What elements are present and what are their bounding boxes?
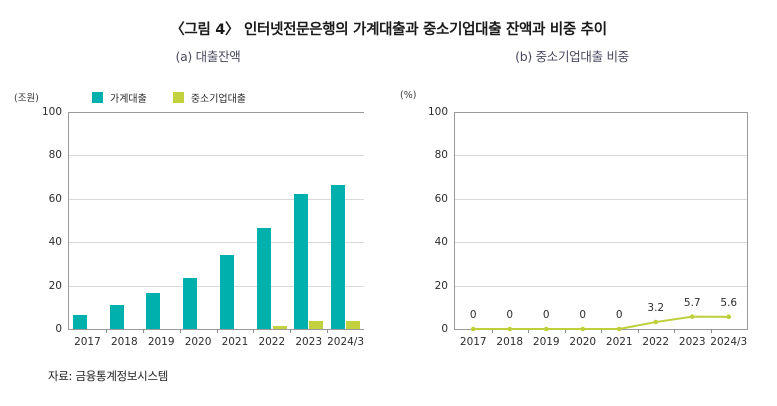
x-axis-tick-mark-1 xyxy=(105,329,107,333)
bar-가계대출-2018 xyxy=(109,305,124,329)
panel-b-unit-label: (%) xyxy=(400,90,417,101)
x-axis-label-2019: 2019 xyxy=(147,336,175,348)
legend-swatch-sme-loan xyxy=(172,92,184,103)
x-axis-label-2024/3: 2024/3 xyxy=(327,336,365,348)
x-axis-label-2021: 2021 xyxy=(221,336,249,348)
panel-b-plot-area: 0 20 40 60 80 100 2017 2018 2019 2020 2021 2022 2023… xyxy=(428,106,748,348)
data-label-2021: 0 xyxy=(615,309,623,321)
data-point-2017 xyxy=(470,326,476,332)
bar-가계대출-2022 xyxy=(257,228,272,329)
gridline-80 xyxy=(69,155,364,157)
x-axis-label-2022: 2022 xyxy=(258,336,286,348)
bar-중소기업대출-2023 xyxy=(309,320,324,329)
bar-가계대출-2017 xyxy=(72,314,87,329)
data-point-2023 xyxy=(689,314,695,319)
gridline-80 xyxy=(455,155,747,157)
data-label-2019: 0 xyxy=(542,309,550,321)
y-axis-tick-60: 60 xyxy=(48,192,62,205)
x-axis-tick-mark-6 xyxy=(674,329,675,333)
panel-a-loan-balance: (a) 대출잔액 (조원) 가계대출 중소기업대출 0 20 40 60 80 100 20… xyxy=(6,46,386,366)
x-axis-label-2023: 2023 xyxy=(678,336,706,348)
gridline-20 xyxy=(455,285,747,287)
y-axis-tick-20: 20 xyxy=(48,279,62,292)
data-label-2020: 0 xyxy=(579,309,587,321)
data-point-2022 xyxy=(653,319,659,325)
x-axis-tick-mark-5 xyxy=(637,329,639,333)
data-point-2018 xyxy=(507,326,513,332)
y-axis-tick-40: 40 xyxy=(434,236,448,249)
x-axis-label-2020: 2020 xyxy=(569,336,597,348)
gridline-100 xyxy=(455,112,747,113)
sme-share-line-series xyxy=(470,314,732,332)
bar-가계대출-2019 xyxy=(146,293,161,329)
y-axis-tick-80: 80 xyxy=(48,149,62,162)
legend-label-household-loan: 가계대출 xyxy=(110,94,147,105)
x-axis-label-2024/3: 2024/3 xyxy=(710,336,748,348)
data-point-2019 xyxy=(543,326,549,332)
data-label-2022: 3.2 xyxy=(647,302,665,315)
data-label-2018: 0 xyxy=(506,309,514,321)
y-axis-tick-20: 20 xyxy=(434,279,448,292)
x-axis-label-2022: 2022 xyxy=(642,336,670,348)
x-axis-label-2017: 2017 xyxy=(459,336,487,348)
y-axis-tick-80: 80 xyxy=(434,149,448,162)
x-axis-tick-mark-2 xyxy=(142,329,144,333)
bar-중소기업대출-2022 xyxy=(272,325,287,329)
x-axis-label-2020: 2020 xyxy=(184,336,212,348)
bar-가계대출-2021 xyxy=(220,255,235,329)
x-axis-tick-mark-4 xyxy=(601,329,602,333)
data-point-2020 xyxy=(580,326,586,332)
x-axis-tick-mark-3 xyxy=(564,329,566,333)
data-label-2024/3: 5.6 xyxy=(720,296,738,309)
bar-가계대출-2020 xyxy=(183,278,198,329)
panel-b-title: (b) 중소기업대출 비중 xyxy=(515,49,629,64)
panel-a-unit-label: (조원) xyxy=(14,93,39,104)
x-axis-label-2018: 2018 xyxy=(496,336,524,348)
source-note: 자료: 금융통계정보시스템 xyxy=(48,369,169,383)
y-axis-tick-0: 0 xyxy=(55,323,62,335)
figure-title: 〈그림 4〉 인터넷전문은행의 가계대출과 중소기업대출 잔액과 비중 추이 xyxy=(170,22,607,38)
x-axis-label-2019: 2019 xyxy=(532,336,560,348)
gridline-40 xyxy=(455,242,747,244)
line-path xyxy=(473,315,729,330)
gridline-60 xyxy=(69,198,364,200)
legend-item-sme-loan: 중소기업대출 xyxy=(172,90,247,105)
bar-가계대출-2024/3 xyxy=(330,184,345,329)
data-point-2024/3 xyxy=(726,314,732,320)
panel-a-legend: 가계대출 중소기업대출 xyxy=(92,90,246,105)
legend-label-sme-loan: 중소기업대출 xyxy=(190,94,247,105)
x-axis-tick-mark-2 xyxy=(528,329,529,333)
y-axis-tick-100: 100 xyxy=(427,106,448,118)
gridline-60 xyxy=(455,198,747,200)
x-axis-tick-mark-5 xyxy=(253,329,255,333)
panel-a-plot-area: 0 20 40 60 80 100 2017 2018 2019 2020 2021 2022 2023… xyxy=(42,106,364,348)
x-axis-label-2023: 2023 xyxy=(295,336,323,348)
y-axis-tick-40: 40 xyxy=(48,236,62,249)
x-axis-tick-mark-1 xyxy=(491,329,493,333)
legend-item-household-loan: 가계대출 xyxy=(92,90,147,105)
x-axis-label-2017: 2017 xyxy=(74,336,101,348)
x-axis-tick-mark-7 xyxy=(327,329,329,333)
gridline-20 xyxy=(69,285,364,287)
x-axis-tick-mark-4 xyxy=(216,329,218,333)
legend-swatch-household-loan xyxy=(92,92,103,103)
gridline-40 xyxy=(69,242,364,244)
gridline-100 xyxy=(69,112,364,113)
y-axis-tick-100: 100 xyxy=(41,106,62,118)
bar-중소기업대출-2024/3 xyxy=(346,320,361,329)
data-point-2021 xyxy=(616,326,622,332)
y-axis-tick-60: 60 xyxy=(434,192,448,205)
x-axis-label-2021: 2021 xyxy=(605,336,633,348)
data-label-2023: 5.7 xyxy=(683,296,701,309)
panel-b-sme-share: (b) 중소기업대출 비중 (%) 0 20 40 60 80 100 2017 2018 20… xyxy=(390,46,772,366)
x-axis-label-2018: 2018 xyxy=(110,336,138,348)
panel-a-title: (a) 대출잔액 xyxy=(175,49,241,64)
bar-가계대출-2023 xyxy=(293,194,308,329)
data-label-2017: 0 xyxy=(469,309,477,321)
y-axis-tick-0: 0 xyxy=(441,323,448,335)
x-axis-tick-mark-3 xyxy=(179,329,181,333)
x-axis-tick-mark-7 xyxy=(710,329,712,333)
x-axis-tick-mark-6 xyxy=(290,329,292,333)
